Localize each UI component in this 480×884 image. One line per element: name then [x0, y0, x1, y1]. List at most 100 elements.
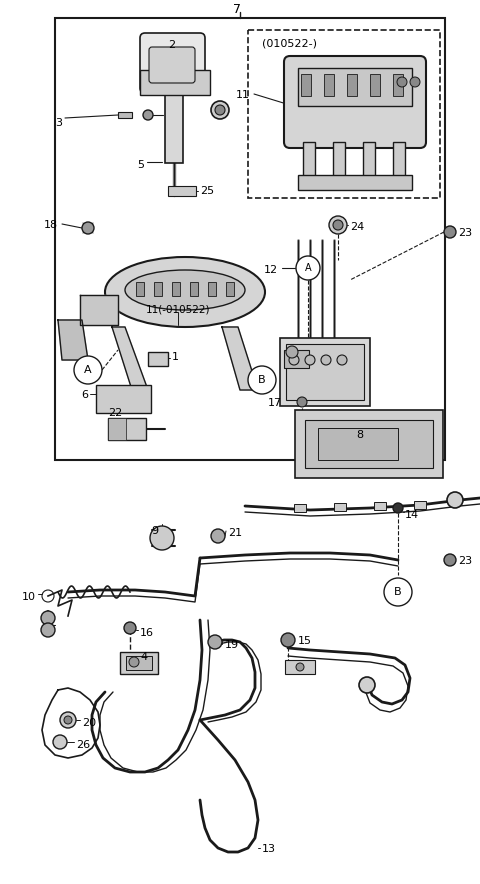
Text: 22: 22: [108, 408, 122, 418]
Bar: [334, 503, 346, 511]
Text: 1: 1: [172, 352, 179, 362]
Bar: [280, 338, 370, 406]
Circle shape: [143, 110, 153, 120]
Circle shape: [384, 578, 412, 606]
Text: 26: 26: [76, 740, 90, 750]
Text: 14: 14: [405, 510, 419, 520]
Text: 2: 2: [168, 40, 176, 50]
Bar: [333, 142, 345, 177]
Text: A: A: [305, 263, 312, 273]
Bar: [414, 501, 426, 509]
Text: 9: 9: [151, 526, 158, 536]
Text: 8: 8: [357, 430, 363, 440]
Text: 16: 16: [140, 628, 154, 638]
Bar: [301, 74, 311, 96]
Circle shape: [129, 657, 139, 667]
Bar: [393, 142, 405, 177]
Bar: [370, 74, 380, 96]
Bar: [285, 660, 315, 674]
Bar: [120, 652, 158, 674]
Bar: [126, 656, 152, 670]
Bar: [154, 282, 162, 296]
Text: 11(-010522): 11(-010522): [146, 304, 210, 314]
Circle shape: [208, 635, 222, 649]
Circle shape: [296, 256, 320, 280]
Text: 4: 4: [140, 652, 147, 662]
Circle shape: [74, 356, 102, 384]
Bar: [96, 385, 151, 413]
Bar: [305, 420, 433, 468]
Circle shape: [359, 677, 375, 693]
Text: 3: 3: [55, 118, 62, 128]
Bar: [294, 504, 306, 512]
Bar: [140, 70, 210, 95]
Bar: [347, 74, 357, 96]
Bar: [55, 18, 445, 460]
Polygon shape: [222, 327, 258, 390]
Text: 10: 10: [22, 592, 36, 602]
Bar: [226, 282, 234, 296]
Polygon shape: [112, 327, 148, 390]
Bar: [248, 30, 440, 198]
Text: 13: 13: [262, 844, 276, 854]
Circle shape: [150, 526, 174, 550]
Bar: [363, 142, 375, 177]
Circle shape: [333, 220, 343, 230]
Circle shape: [41, 611, 55, 625]
Bar: [190, 282, 198, 296]
Bar: [374, 502, 386, 510]
Text: 18: 18: [44, 220, 58, 230]
Circle shape: [281, 633, 295, 647]
Bar: [168, 186, 196, 196]
Text: 15: 15: [298, 636, 312, 646]
Circle shape: [397, 77, 407, 87]
Bar: [298, 175, 412, 190]
Circle shape: [305, 355, 315, 365]
Text: 11: 11: [236, 90, 250, 100]
Text: 7: 7: [233, 3, 241, 16]
Bar: [118, 112, 132, 118]
Text: 23: 23: [458, 556, 472, 566]
Text: 25: 25: [200, 186, 214, 196]
Text: A: A: [84, 365, 92, 375]
Text: 12: 12: [264, 265, 278, 275]
Circle shape: [410, 77, 420, 87]
Text: (010522-): (010522-): [262, 38, 317, 48]
Text: B: B: [394, 587, 402, 597]
Circle shape: [248, 366, 276, 394]
Ellipse shape: [105, 257, 265, 327]
Bar: [286, 344, 364, 400]
Circle shape: [329, 216, 347, 234]
Text: 5: 5: [137, 160, 144, 170]
FancyBboxPatch shape: [284, 56, 426, 148]
Ellipse shape: [125, 270, 245, 310]
Circle shape: [296, 663, 304, 671]
Circle shape: [41, 623, 55, 637]
Circle shape: [286, 346, 298, 358]
Circle shape: [211, 529, 225, 543]
Bar: [108, 418, 146, 440]
Circle shape: [444, 554, 456, 566]
Circle shape: [215, 105, 225, 115]
Circle shape: [60, 712, 76, 728]
Bar: [303, 142, 315, 177]
Text: 21: 21: [228, 528, 242, 538]
Circle shape: [393, 503, 403, 513]
Bar: [324, 74, 334, 96]
Bar: [165, 88, 183, 163]
Circle shape: [297, 397, 307, 407]
Polygon shape: [80, 295, 118, 325]
Circle shape: [64, 716, 72, 724]
Circle shape: [124, 622, 136, 634]
Text: 23: 23: [458, 228, 472, 238]
Circle shape: [337, 355, 347, 365]
Bar: [318, 428, 398, 460]
Text: B: B: [258, 375, 266, 385]
Bar: [148, 352, 168, 366]
Bar: [208, 282, 216, 296]
Text: 20: 20: [82, 718, 96, 728]
Text: 17: 17: [268, 398, 282, 408]
Text: 24: 24: [350, 222, 364, 232]
Bar: [393, 74, 403, 96]
FancyBboxPatch shape: [140, 33, 205, 93]
